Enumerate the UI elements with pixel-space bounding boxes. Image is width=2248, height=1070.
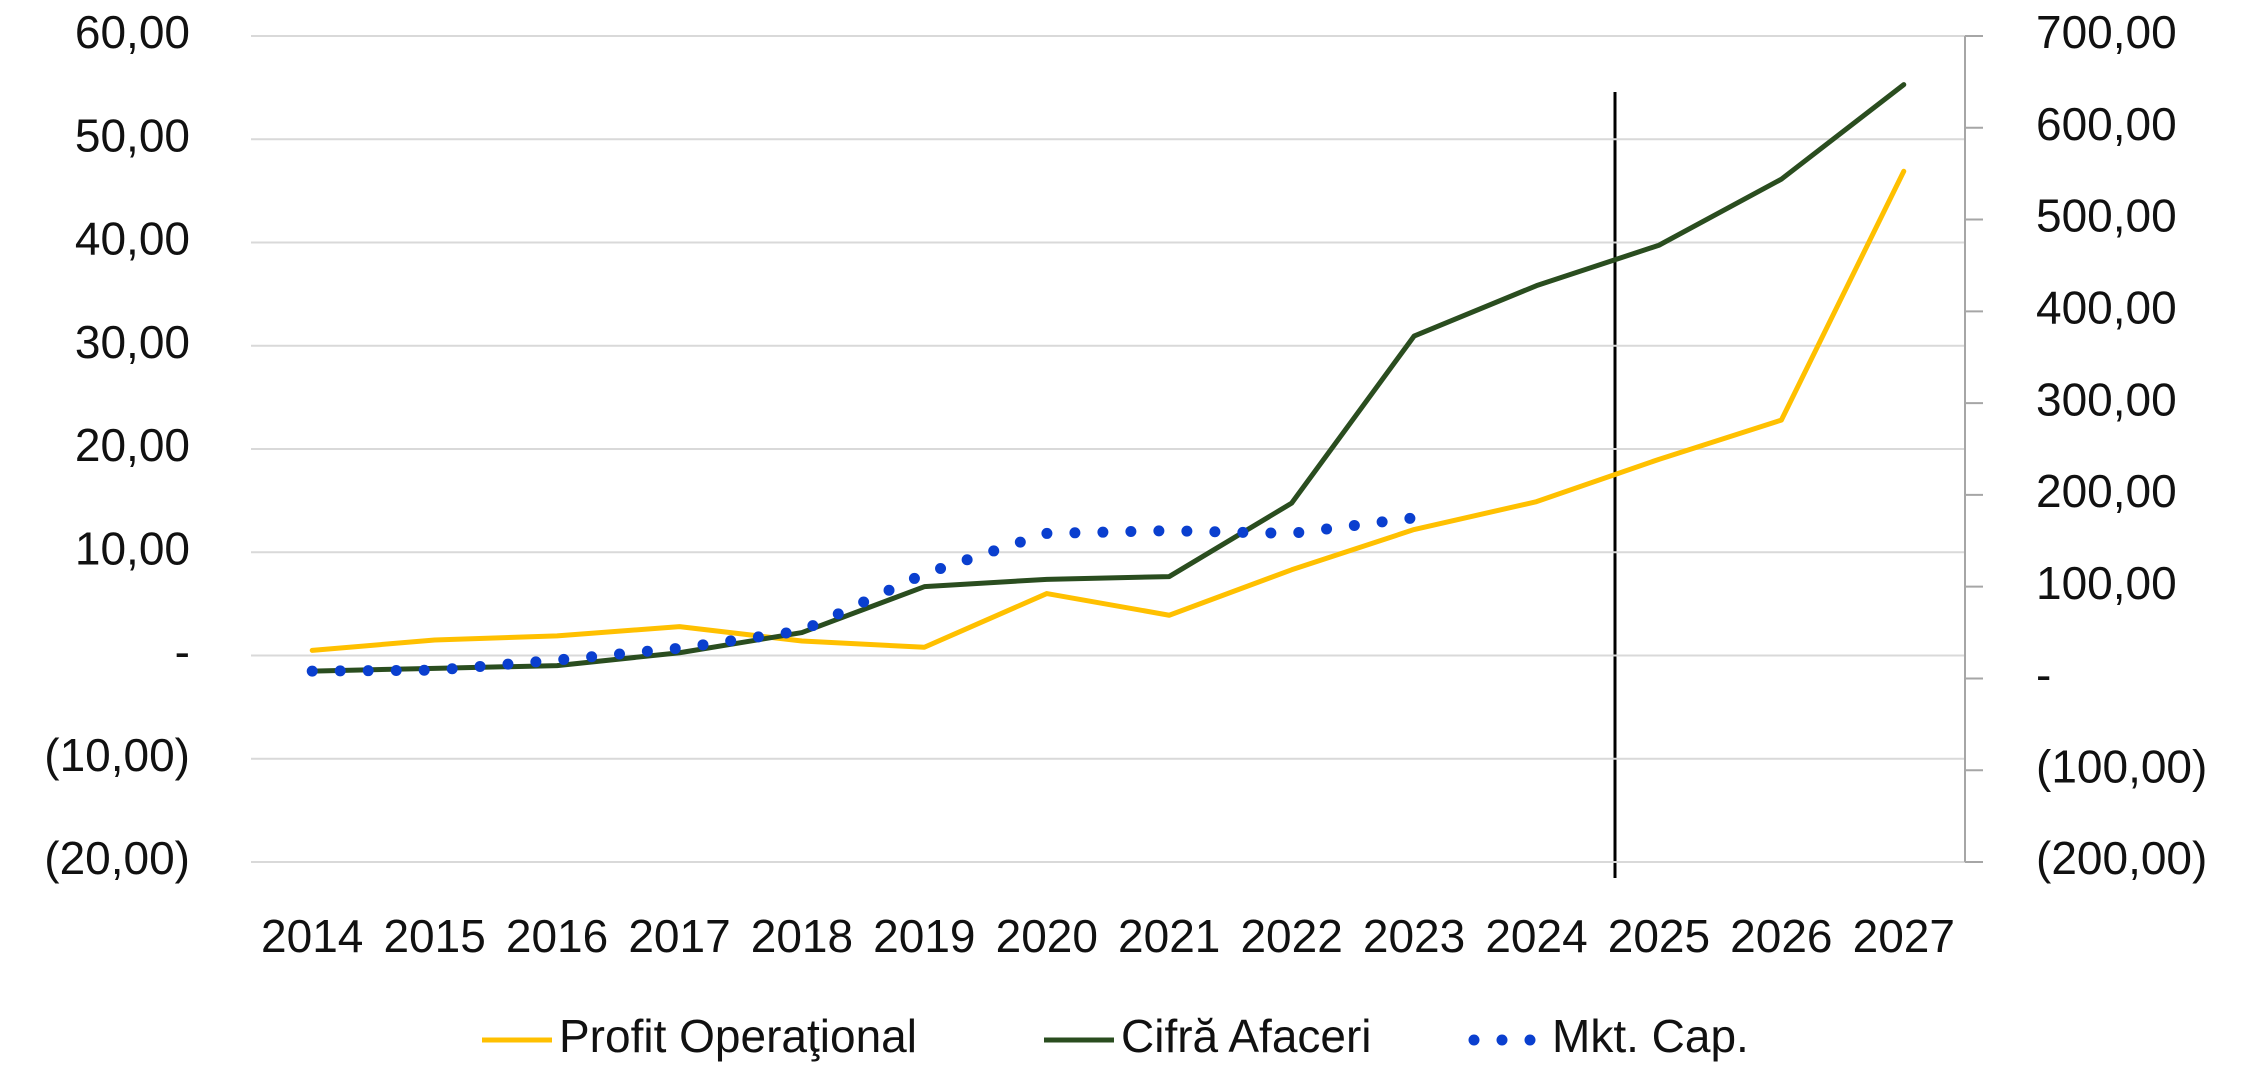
y-tick-label: 10,00 — [75, 522, 190, 574]
x-tick-label: 2024 — [1485, 910, 1587, 962]
y2-tick-label: 400,00 — [2036, 281, 2177, 333]
y-tick-label: 40,00 — [75, 213, 190, 265]
y2-tick-label: 200,00 — [2036, 465, 2177, 517]
x-tick-label: 2016 — [506, 910, 608, 962]
x-tick-label: 2015 — [383, 910, 485, 962]
x-tick-label: 2023 — [1363, 910, 1465, 962]
y-tick-label: (10,00) — [44, 729, 190, 781]
y2-tick-label: 700,00 — [2036, 6, 2177, 58]
series-line — [309, 168, 1907, 653]
y2-tick-label: 600,00 — [2036, 98, 2177, 150]
x-tick-label: 2027 — [1853, 910, 1955, 962]
y-tick-label: 20,00 — [75, 419, 190, 471]
y2-tick-label: 300,00 — [2036, 373, 2177, 425]
series-line — [309, 82, 1907, 674]
legend-label: Profit Operaţional — [559, 1010, 917, 1062]
x-tick-label: 2019 — [873, 910, 975, 962]
y2-tick-label: 500,00 — [2036, 190, 2177, 242]
y2-tick-label: (100,00) — [2036, 740, 2207, 792]
x-tick-label: 2018 — [751, 910, 853, 962]
y2-tick-label: (200,00) — [2036, 832, 2207, 884]
legend-label: Cifră Afaceri — [1121, 1010, 1372, 1062]
x-tick-label: 2017 — [628, 910, 730, 962]
y-tick-label: (20,00) — [44, 832, 190, 884]
x-tick-label: 2026 — [1730, 910, 1832, 962]
x-tick-label: 2020 — [996, 910, 1098, 962]
x-tick-label: 2025 — [1608, 910, 1710, 962]
x-tick-label: 2021 — [1118, 910, 1220, 962]
x-tick-label: 2014 — [261, 910, 363, 962]
series-line — [306, 512, 1420, 677]
y-tick-label: - — [175, 626, 190, 678]
legend-label: Mkt. Cap. — [1552, 1010, 1749, 1062]
y2-tick-label: - — [2036, 649, 2051, 701]
y-tick-label: 60,00 — [75, 6, 190, 58]
y-tick-label: 30,00 — [75, 316, 190, 368]
x-tick-label: 2022 — [1240, 910, 1342, 962]
y-tick-label: 50,00 — [75, 109, 190, 161]
y2-tick-label: 100,00 — [2036, 557, 2177, 609]
